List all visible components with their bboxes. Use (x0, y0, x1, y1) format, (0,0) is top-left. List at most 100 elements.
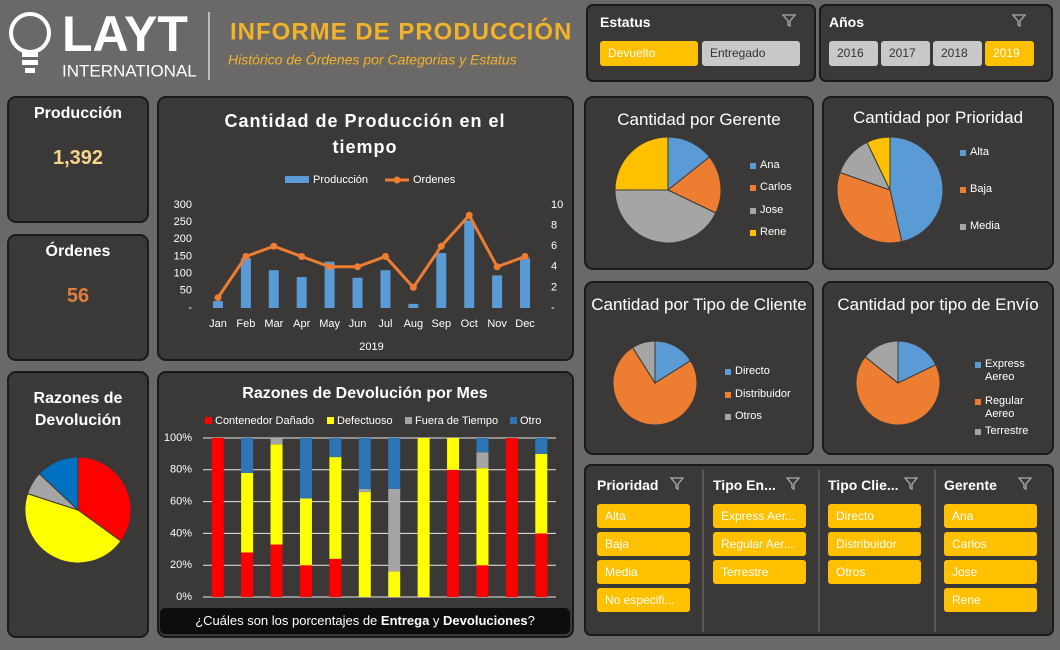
slicer-button[interactable]: Distribuidor (828, 532, 921, 556)
logo-subtext: INTERNATIONAL (62, 61, 197, 80)
bar (520, 258, 531, 308)
kpi-label: Producción (33, 105, 122, 122)
legend-label: Terrestre (985, 425, 1029, 437)
y2-tick-label: 2 (551, 281, 557, 293)
slicer-button[interactable]: Terrestre (713, 560, 806, 584)
bar-segment (535, 453, 548, 534)
bar-segment (447, 438, 460, 470)
slicer-button[interactable]: Devuelto (600, 41, 698, 66)
slicer-button[interactable]: Express Aer... (713, 504, 806, 528)
clear-filter[interactable] (1017, 477, 1033, 491)
slicer-button[interactable]: Directo (828, 504, 921, 528)
bar-segment (476, 452, 489, 469)
slicer-button[interactable]: Otros (828, 560, 921, 584)
x-tick-label: Jun (349, 318, 367, 330)
legend-swatch (725, 369, 731, 375)
bar-segment (299, 438, 312, 499)
bar-segment (270, 438, 283, 445)
bar-segment (476, 565, 489, 597)
chart-title: Cantidad por tipo de Envío (837, 295, 1039, 314)
bar (212, 301, 223, 308)
bar-segment (270, 544, 283, 597)
y-tick-label: 100% (164, 432, 192, 444)
slicer-title: Prioridad (597, 477, 659, 493)
legend-label: Alta (970, 146, 989, 158)
pie-slice (614, 136, 669, 191)
filter-icons[interactable] (669, 14, 1033, 491)
report-subtitle: Histórico de Órdenes por Categorias y Es… (228, 52, 517, 68)
bar (380, 270, 391, 308)
legend-label: Carlos (760, 181, 792, 193)
slicer-button[interactable]: 2017 (881, 41, 930, 66)
pie-slice (24, 492, 122, 564)
legend-swatch (205, 417, 212, 424)
clear-filter[interactable] (785, 477, 801, 491)
clear-filter[interactable] (1011, 14, 1027, 28)
bar (464, 220, 475, 308)
slicer-button[interactable]: Alta (597, 504, 690, 528)
caption-part: Entrega (380, 613, 430, 628)
slicer-button[interactable]: Carlos (944, 532, 1037, 556)
slicer-button[interactable]: 2018 (933, 41, 982, 66)
line-marker (493, 263, 501, 271)
x-tick-label: Feb (236, 318, 255, 330)
slicer-button[interactable]: 2019 (985, 41, 1034, 66)
kpi-label: Órdenes (45, 243, 111, 260)
bar-segment (299, 565, 312, 597)
pie-slice (889, 136, 944, 243)
y2-tick-label: 8 (551, 220, 557, 232)
legend-swatch (960, 224, 966, 230)
legend-label: Directo (735, 365, 770, 377)
slicer-button[interactable]: Regular Aer... (713, 532, 806, 556)
caption-part: Devoluciones (443, 613, 528, 628)
x-tick-label: Dec (515, 318, 535, 330)
bar-segment (241, 552, 254, 597)
legend-label: Otro (520, 415, 541, 427)
pie-slice (614, 189, 717, 244)
clear-filter[interactable] (669, 477, 685, 491)
bar (296, 277, 307, 308)
line-marker (437, 242, 445, 250)
slicer-button[interactable]: Rene (944, 588, 1037, 612)
y-tick-label: 60% (170, 496, 192, 508)
clear-filter[interactable] (903, 477, 919, 491)
y2-tick-label: 4 (551, 261, 557, 273)
bar-segment (211, 438, 224, 597)
bar (268, 270, 279, 308)
slicer-title: Años (829, 14, 864, 30)
legend-swatch (975, 399, 981, 405)
bulb-base (25, 68, 35, 73)
bar (436, 253, 447, 308)
clear-filter[interactable] (781, 14, 797, 28)
slicer-title: Estatus (600, 14, 651, 30)
chart-title: Razones de Devolución (33, 390, 123, 429)
slicer-button[interactable]: Media (597, 560, 690, 584)
x-tick-label: Jan (209, 318, 227, 330)
bar-segment (476, 438, 489, 453)
slicer-button[interactable]: 2016 (829, 41, 878, 66)
slicer-button[interactable]: Jose (944, 560, 1037, 584)
pie-slice (897, 340, 937, 384)
panel (7, 96, 149, 223)
slicer-button[interactable]: Ana (944, 504, 1037, 528)
bar-segment (329, 558, 342, 597)
y-tick-label: 200 (174, 233, 192, 245)
bar-segment (358, 438, 371, 489)
line-marker (465, 211, 473, 219)
legend-label: Producción (313, 174, 368, 186)
y-tick-label: 0% (176, 591, 192, 603)
slicer-button[interactable]: Baja (597, 532, 690, 556)
legend-label: Rene (760, 226, 787, 238)
legend-swatch (750, 163, 756, 169)
slicer-button[interactable]: Entregado (702, 41, 800, 66)
legend-label: Ordenes (413, 174, 456, 186)
chart-title: Cantidad por Tipo de Cliente (591, 295, 807, 314)
line-marker (354, 263, 362, 271)
legend-swatch (960, 150, 966, 156)
chart-title: Cantidad por Gerente (617, 110, 781, 129)
y-tick-label: - (188, 302, 192, 314)
legend-label: Express Aereo (985, 358, 1025, 383)
slicer-button[interactable]: No especifi... (597, 588, 690, 612)
bar-segment (299, 498, 312, 566)
